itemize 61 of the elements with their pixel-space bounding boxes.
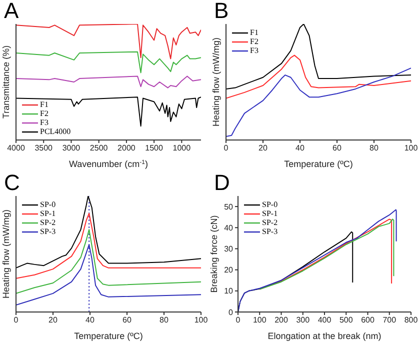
chart-title: B [214, 0, 229, 24]
x-tick-label: 800 [404, 316, 418, 325]
legend-label: SP-0 [262, 200, 278, 209]
x-tick-label: 4000 [7, 144, 26, 153]
legend-label: F1 [250, 28, 258, 37]
y-tick-label: 10 [224, 286, 234, 296]
x-tick-label: 3000 [62, 144, 81, 153]
x-tick-label: 80 [160, 316, 169, 325]
y-tick-label: 20 [224, 266, 234, 275]
x-axis-title: Wavenumber (cm$^{-1}$) [68, 159, 148, 169]
x-tick-label: 40 [86, 316, 95, 325]
legend-label: F2 [40, 109, 48, 118]
x-tick-label: 100 [252, 316, 267, 325]
y-axis-title: Heating flow (mW/mg) [211, 37, 221, 127]
x-tick-label: 1000 [172, 144, 192, 153]
legend-label: F1 [40, 100, 48, 109]
legend-label: F3 [40, 118, 48, 127]
y-tick-label: 50 [224, 202, 234, 212]
y-axis-title: Transmittance (%) [1, 45, 11, 119]
x-tick-label: 0 [14, 316, 19, 325]
legend-label: SP-2 [40, 218, 56, 227]
legend-label: SP-1 [40, 209, 56, 218]
legend-label: F3 [250, 46, 258, 55]
x-tick-label: 80 [370, 144, 379, 153]
legend-label: SP-3 [40, 227, 56, 236]
y-tick-label: 40 [224, 223, 234, 232]
x-tick-label: 20 [258, 144, 268, 153]
x-tick-label: 60 [332, 144, 342, 153]
y-tick-label: 30 [224, 244, 234, 254]
line-series [238, 209, 397, 312]
y-tick-label: 0 [228, 308, 234, 317]
legend-label: SP-0 [40, 200, 56, 209]
x-axis-title: Temperature (ºC) [284, 159, 353, 169]
x-tick-label: 600 [361, 316, 375, 325]
y-axis-title: Heating flow (mW/mg) [1, 209, 11, 299]
x-tick-label: 300 [296, 316, 310, 325]
x-axis-title: Temperature (ºC) [74, 331, 143, 341]
x-axis-title: Elongation at the break (nm) [268, 331, 382, 341]
chart-title: C [4, 170, 20, 196]
legend-label: SP-2 [262, 218, 278, 227]
x-tick-label: 500 [339, 316, 354, 325]
x-tick-label: 20 [48, 316, 58, 325]
x-tick-label: 3500 [34, 144, 54, 153]
x-tick-label: 2500 [90, 144, 108, 153]
x-tick-label: 200 [274, 316, 288, 325]
legend-label: PCL4000 [40, 127, 71, 136]
legend-label: SP-3 [262, 227, 278, 236]
x-tick-label: 40 [296, 144, 305, 153]
chart-title: D [214, 170, 230, 196]
y-axis-title: Breaking force (cN) [209, 215, 219, 293]
legend-label: SP-1 [262, 209, 278, 218]
x-tick-label: 100 [404, 144, 418, 153]
x-tick-label: 400 [318, 316, 332, 325]
x-tick-label: 100 [194, 316, 208, 325]
legend-label: F2 [250, 37, 258, 46]
x-tick-label: 2000 [118, 144, 136, 153]
x-tick-label: 700 [382, 316, 397, 325]
x-tick-label: 0 [236, 316, 241, 325]
x-tick-label: 1500 [145, 144, 164, 153]
x-tick-label: 60 [122, 316, 132, 325]
chart-title: A [4, 0, 19, 24]
